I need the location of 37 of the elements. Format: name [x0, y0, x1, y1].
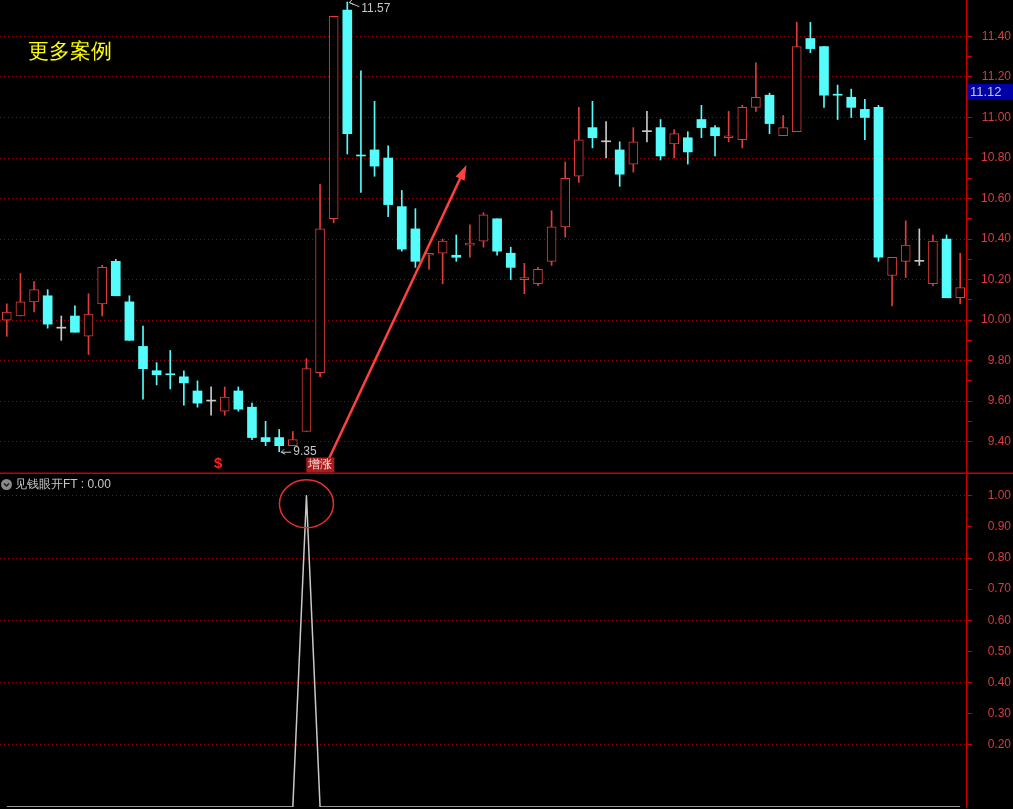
y-tick-label: 0.90	[987, 519, 1012, 534]
candlestick	[601, 121, 611, 159]
y-tick-label: 10.40	[980, 231, 1012, 246]
y-tick-label: 0.50	[987, 643, 1012, 658]
y-tick-label: 0.40	[987, 674, 1012, 689]
y-tick-label: 9.40	[987, 433, 1012, 448]
annotation: 11.57	[361, 1, 391, 16]
candlestick	[451, 234, 462, 262]
y-tick-label: 0.20	[987, 737, 1012, 752]
candlestick	[56, 315, 67, 341]
y-tick-label: 0.30	[987, 705, 1012, 720]
candlestick	[165, 350, 176, 390]
annotation: 9.35	[293, 444, 317, 459]
y-tick-label: 0.80	[987, 550, 1012, 565]
y-tick-label: 9.80	[987, 352, 1012, 367]
y-tick-label: 11.00	[981, 109, 1012, 124]
candlestick	[860, 98, 870, 141]
annotation: 更多案例	[28, 38, 113, 62]
candlestick	[179, 370, 189, 406]
candlestick	[955, 252, 966, 305]
y-tick-label: 0.60	[987, 612, 1012, 627]
y-tick-label: 11.40	[981, 28, 1012, 43]
y-tick-label: 1.00	[987, 488, 1012, 503]
candlestick	[642, 111, 652, 143]
y-tick-label: 10.00	[980, 312, 1012, 327]
y-tick-label: 10.20	[980, 271, 1012, 286]
annotation: 增涨	[307, 457, 333, 472]
y-tick-label: 10.80	[980, 150, 1012, 165]
y-tick-label: 10.60	[980, 190, 1012, 205]
chart-title: 见钱眼开FT : 0.00	[15, 477, 111, 491]
y-tick-label: 0.70	[987, 581, 1012, 596]
y-tick-label: 11.20	[981, 69, 1012, 84]
y-tick-label: 9.60	[987, 393, 1012, 408]
annotation: $	[214, 454, 224, 472]
text: 11.12	[970, 84, 1002, 100]
candlestick	[424, 252, 434, 270]
candlestick	[751, 62, 761, 112]
